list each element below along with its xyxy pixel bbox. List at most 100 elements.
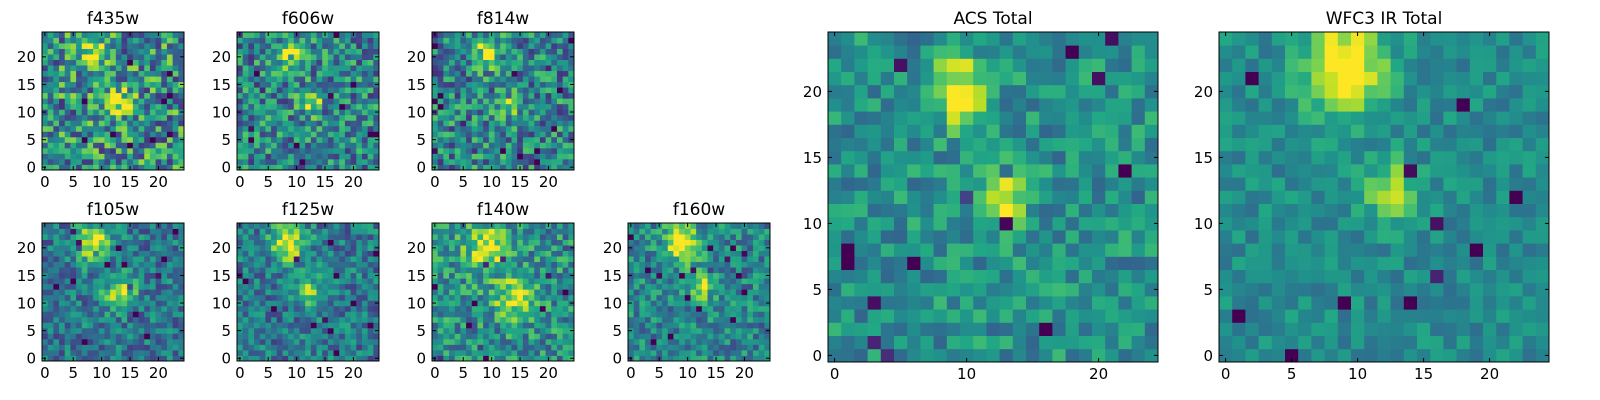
heatmap-cell xyxy=(867,150,882,165)
heatmap-cell xyxy=(53,333,60,340)
heatmap-cell xyxy=(333,223,340,229)
heatmap-cell xyxy=(104,48,111,55)
heatmap-cell xyxy=(1065,322,1080,336)
heatmap-cell xyxy=(172,250,179,257)
heatmap-cell xyxy=(443,70,450,77)
heatmap-cell xyxy=(242,70,249,77)
heatmap-cell xyxy=(460,70,467,77)
heatmap-cell xyxy=(361,311,369,318)
heatmap-cell xyxy=(333,142,340,149)
heatmap-cell xyxy=(361,333,369,340)
heatmap-cell xyxy=(752,250,760,257)
heatmap-cells-f814w xyxy=(432,32,575,171)
heatmap-cell xyxy=(534,153,541,160)
x-tick-label: 0 xyxy=(40,173,50,191)
heatmap-cell xyxy=(47,245,54,251)
heatmap-cell xyxy=(138,70,145,77)
heatmap-cell xyxy=(254,305,261,312)
heatmap-cell xyxy=(443,48,450,55)
heatmap-cell xyxy=(248,267,255,274)
heatmap-cell xyxy=(443,228,450,235)
heatmap-cell xyxy=(259,98,266,105)
heatmap-cell xyxy=(42,37,49,44)
heatmap-cell xyxy=(155,311,162,318)
heatmap-cell xyxy=(53,239,60,246)
heatmap-cell xyxy=(466,223,473,229)
heatmap-cell xyxy=(764,338,771,345)
heatmap-cell xyxy=(237,43,244,49)
heatmap-cell xyxy=(144,311,151,318)
heatmap-cell xyxy=(500,81,507,88)
heatmap-cell xyxy=(741,256,748,263)
heatmap-cell xyxy=(42,228,49,235)
heatmap-cell xyxy=(437,228,444,235)
heatmap-cell xyxy=(494,136,501,143)
heatmap-cell xyxy=(271,272,278,279)
heatmap-cell xyxy=(265,147,272,154)
heatmap-cell xyxy=(42,48,49,55)
heatmap-cell xyxy=(505,305,512,312)
heatmap-cell xyxy=(322,338,329,345)
heatmap-cell xyxy=(248,59,255,66)
heatmap-cell xyxy=(327,98,334,105)
heatmap-cell xyxy=(47,316,54,323)
heatmap-cell xyxy=(276,349,283,356)
heatmap-cell xyxy=(138,322,145,329)
heatmap-cell xyxy=(684,289,691,296)
heatmap-cell xyxy=(656,261,663,268)
heatmap-cell xyxy=(735,278,742,285)
heatmap-cell xyxy=(288,32,295,38)
heatmap-cell xyxy=(104,136,111,143)
heatmap-cell xyxy=(93,109,100,116)
heatmap-cell xyxy=(322,59,329,66)
heatmap-cell xyxy=(327,294,334,301)
heatmap-cell xyxy=(282,355,289,362)
heatmap-cell xyxy=(432,92,439,99)
heatmap-cell xyxy=(511,54,518,60)
heatmap-cell xyxy=(70,65,77,72)
heatmap-cell xyxy=(545,234,552,240)
heatmap-cell xyxy=(673,278,680,285)
heatmap-cell xyxy=(299,32,306,38)
heatmap-cell xyxy=(248,261,255,268)
heatmap-cell xyxy=(276,338,283,345)
heatmap-cell xyxy=(1052,335,1066,350)
heatmap-cell xyxy=(310,37,317,44)
heatmap-cell xyxy=(494,283,501,290)
heatmap-cell xyxy=(735,294,742,301)
heatmap-cell xyxy=(242,267,249,274)
heatmap-cell xyxy=(327,333,334,340)
heatmap-cell xyxy=(310,349,317,356)
heatmap-cell xyxy=(1026,269,1040,284)
heatmap-cell xyxy=(310,300,317,307)
heatmap-cell xyxy=(271,32,278,38)
heatmap-cell xyxy=(673,333,680,340)
heatmap-cell xyxy=(471,142,478,149)
heatmap-cell xyxy=(288,234,295,240)
heatmap-cell xyxy=(500,278,507,285)
heatmap-cell xyxy=(650,267,657,274)
heatmap-cell xyxy=(679,333,686,340)
heatmap-cell xyxy=(449,153,456,160)
heatmap-cell xyxy=(76,316,83,323)
heatmap-cell xyxy=(115,158,122,165)
heatmap-cell xyxy=(528,87,535,94)
heatmap-cell xyxy=(556,294,564,301)
heatmap-cell xyxy=(242,59,249,66)
heatmap-cell xyxy=(500,59,507,66)
heatmap-cell xyxy=(718,228,725,235)
heatmap-cell xyxy=(259,278,266,285)
heatmap-cell xyxy=(322,92,329,99)
heatmap-cell xyxy=(93,355,100,362)
heatmap-cell xyxy=(161,245,168,251)
heatmap-cell xyxy=(517,283,524,290)
heatmap-cell xyxy=(701,234,708,240)
heatmap-cell xyxy=(121,300,128,307)
heatmap-cell xyxy=(460,147,467,154)
heatmap-cell xyxy=(747,327,754,334)
heatmap-cell xyxy=(528,289,535,296)
heatmap-cell xyxy=(121,256,128,263)
heatmap-cell xyxy=(494,114,501,121)
heatmap-cell xyxy=(1131,216,1146,231)
heatmap-cell xyxy=(166,70,174,77)
